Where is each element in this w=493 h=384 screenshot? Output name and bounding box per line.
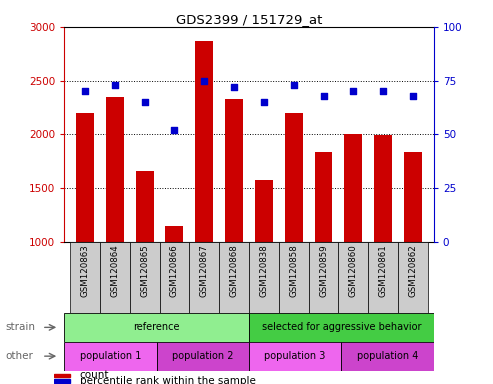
Bar: [398, 242, 428, 313]
Bar: [130, 242, 160, 313]
Bar: [157, 342, 249, 371]
Bar: [64, 342, 157, 371]
Bar: [255, 180, 273, 242]
Bar: [285, 113, 303, 242]
Text: population 2: population 2: [172, 351, 234, 361]
Bar: [315, 152, 332, 242]
Text: GSM120860: GSM120860: [349, 244, 358, 297]
Text: population 3: population 3: [265, 351, 326, 361]
Bar: [279, 242, 309, 313]
Text: reference: reference: [133, 322, 180, 333]
Bar: [309, 242, 338, 313]
Bar: [345, 134, 362, 242]
Bar: [106, 97, 124, 242]
Text: GSM120866: GSM120866: [170, 244, 179, 297]
Title: GDS2399 / 151729_at: GDS2399 / 151729_at: [176, 13, 322, 26]
Point: [200, 78, 208, 84]
Text: percentile rank within the sample: percentile rank within the sample: [80, 376, 256, 384]
Bar: [225, 99, 243, 242]
Bar: [54, 374, 70, 377]
Text: GSM120859: GSM120859: [319, 244, 328, 297]
Point: [379, 88, 387, 94]
Text: GSM120865: GSM120865: [140, 244, 149, 297]
Text: strain: strain: [5, 322, 35, 333]
Point: [141, 99, 148, 105]
Bar: [249, 313, 434, 342]
Text: GSM120868: GSM120868: [230, 244, 239, 297]
Bar: [76, 113, 94, 242]
Bar: [100, 242, 130, 313]
Point: [111, 82, 119, 88]
Bar: [136, 171, 153, 242]
Text: GSM120861: GSM120861: [379, 244, 387, 297]
Point: [290, 82, 298, 88]
Bar: [249, 242, 279, 313]
Bar: [70, 242, 100, 313]
Bar: [219, 242, 249, 313]
Bar: [341, 342, 434, 371]
Bar: [374, 136, 392, 242]
Bar: [166, 226, 183, 242]
Bar: [189, 242, 219, 313]
Text: GSM120862: GSM120862: [409, 244, 418, 297]
Bar: [249, 342, 341, 371]
Bar: [64, 313, 249, 342]
Point: [81, 88, 89, 94]
Point: [350, 88, 357, 94]
Point: [260, 99, 268, 105]
Bar: [54, 379, 70, 382]
Bar: [195, 41, 213, 242]
Bar: [338, 242, 368, 313]
Text: selected for aggressive behavior: selected for aggressive behavior: [262, 322, 421, 333]
Text: population 1: population 1: [80, 351, 141, 361]
Bar: [404, 152, 422, 242]
Text: GSM120864: GSM120864: [110, 244, 119, 297]
Text: population 4: population 4: [357, 351, 418, 361]
Text: GSM120858: GSM120858: [289, 244, 298, 297]
Point: [171, 127, 178, 133]
Point: [230, 84, 238, 90]
Text: GSM120863: GSM120863: [80, 244, 89, 297]
Text: other: other: [5, 351, 33, 361]
Bar: [368, 242, 398, 313]
Bar: [160, 242, 189, 313]
Text: count: count: [80, 370, 109, 380]
Point: [319, 93, 327, 99]
Text: GSM120838: GSM120838: [259, 244, 268, 297]
Text: GSM120867: GSM120867: [200, 244, 209, 297]
Point: [409, 93, 417, 99]
